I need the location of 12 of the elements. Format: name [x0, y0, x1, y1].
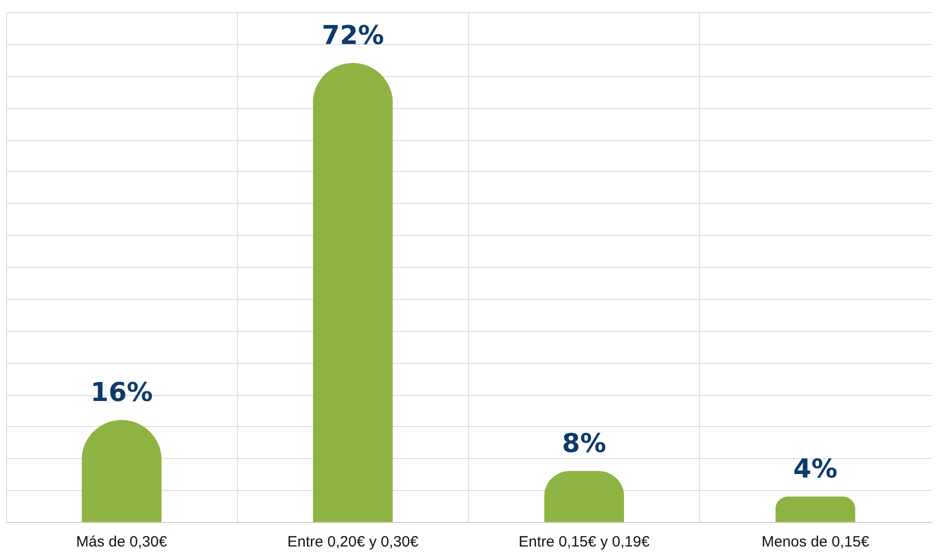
x-tick-label: Entre 0,20€ y 0,30€: [287, 534, 419, 550]
bar: [312, 63, 393, 522]
x-tick-label: Menos de 0,15€: [762, 534, 870, 550]
bar: [544, 471, 624, 522]
data-label: 4%: [793, 454, 838, 484]
bar: [775, 496, 856, 522]
data-label: 8%: [562, 429, 606, 459]
x-tick-label: Entre 0,15€ y 0,19€: [518, 534, 650, 550]
data-label: 72%: [322, 21, 384, 51]
x-tick-label: Más de 0,30€: [76, 534, 168, 550]
bar: [82, 420, 162, 522]
data-label: 16%: [90, 378, 153, 408]
